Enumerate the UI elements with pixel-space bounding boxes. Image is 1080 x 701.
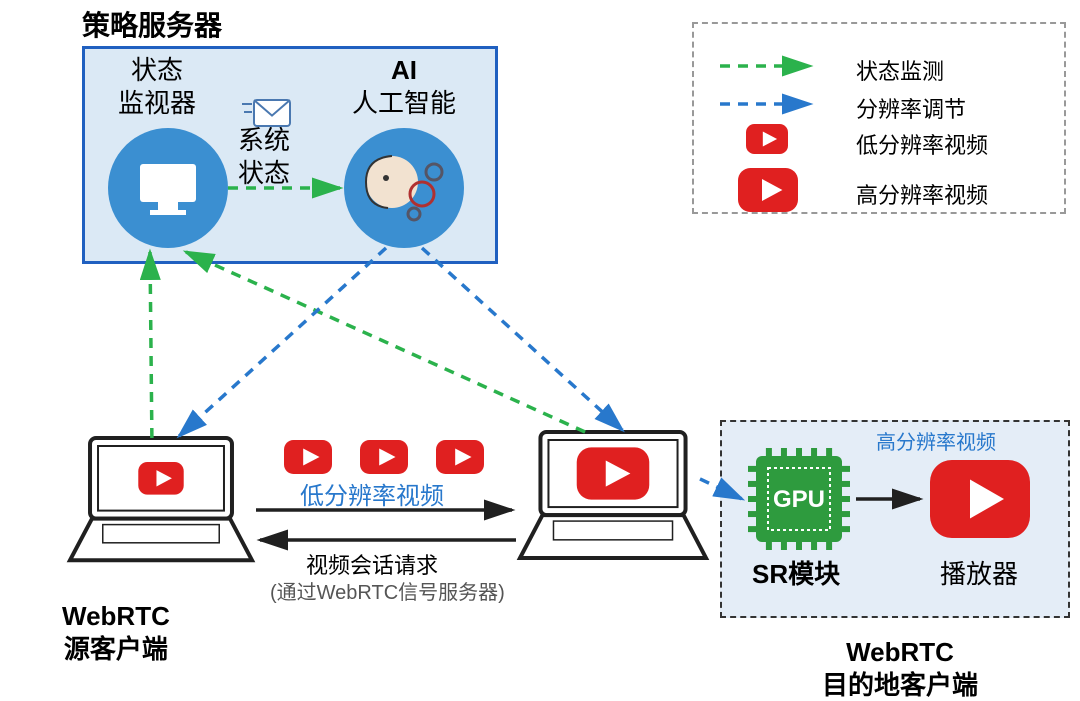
status-monitor-line1: 状态 bbox=[131, 55, 183, 85]
status-monitor-line2: 监视器 bbox=[118, 88, 196, 118]
session-request-label-2: (通过WebRTC信号服务器) bbox=[270, 576, 505, 605]
dest-client-line1: WebRTC bbox=[846, 637, 954, 667]
legend-lowres-video: 低分辨率视频 bbox=[856, 128, 988, 160]
system-state-line1: 系统 bbox=[238, 125, 290, 155]
system-state-label: 系统 状态 bbox=[238, 124, 290, 189]
player-label: 播放器 bbox=[940, 554, 1018, 591]
ai-label: AI 人工智能 bbox=[352, 54, 456, 119]
legend-hires-video: 高分辨率视频 bbox=[856, 178, 988, 210]
source-client-label: WebRTC 源客户端 bbox=[62, 600, 170, 665]
source-client-line1: WebRTC bbox=[62, 601, 170, 631]
source-client-line2: 源客户端 bbox=[64, 634, 168, 664]
legend-resolution-adjust: 分辨率调节 bbox=[856, 92, 966, 124]
sr-module-label: SR模块 bbox=[752, 554, 840, 591]
policy-server-title: 策略服务器 bbox=[82, 8, 222, 43]
lowres-stream-label: 低分辨率视频 bbox=[300, 476, 444, 511]
dest-client-label: WebRTC 目的地客户端 bbox=[770, 636, 1030, 701]
dest-client-line2: 目的地客户端 bbox=[822, 670, 978, 700]
ai-line2: 人工智能 bbox=[352, 88, 456, 118]
status-monitor-label: 状态 监视器 bbox=[118, 54, 196, 119]
hires-video-header: 高分辨率视频 bbox=[876, 426, 996, 455]
system-state-line2: 状态 bbox=[238, 158, 290, 188]
ai-line1: AI bbox=[391, 55, 417, 85]
legend-status-monitoring: 状态监测 bbox=[856, 54, 944, 86]
